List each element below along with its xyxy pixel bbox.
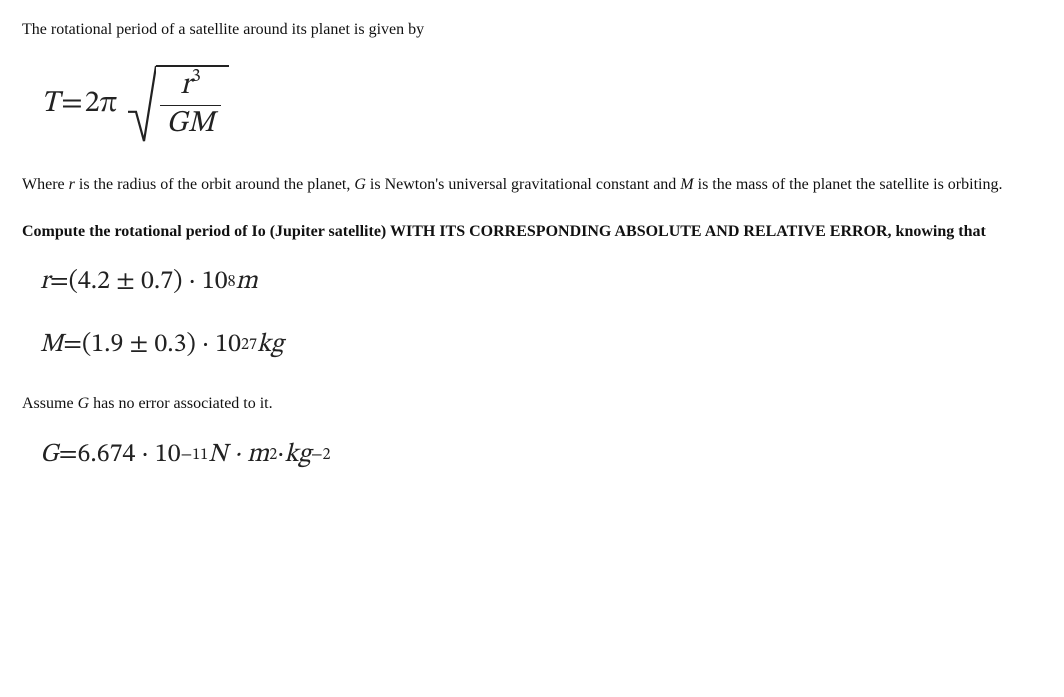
G-value: 6.674 · 10 [77, 439, 180, 472]
task-paragraph: Compute the rotational period of Io (Jup… [22, 220, 1042, 245]
intro-paragraph: The rotational period of a satellite aro… [22, 18, 1042, 43]
fraction-r3-over-GM: r3 GM [160, 69, 220, 141]
sqrt-expression: r3 GM [126, 65, 228, 143]
r-value-equation: r = (4.2 ± 0.7) · 108 m [40, 266, 1042, 299]
M-unit: kg [257, 329, 283, 362]
M-exponent: 27 [241, 335, 257, 355]
numerator-exponent: 3 [192, 68, 201, 86]
formula-equals: = [60, 85, 84, 123]
where-M-symbol: M [680, 176, 693, 193]
M-equals: = [63, 329, 82, 362]
G-symbol: G [40, 439, 59, 472]
r-exponent: 8 [228, 272, 236, 292]
G-unit-kg: kg [285, 439, 311, 472]
numerator-base: r [180, 71, 191, 101]
G-unit1-exponent: 2 [269, 445, 277, 465]
period-formula: T = 2π r3 GM [40, 65, 1042, 143]
G-value-equation: G = 6.674 · 10−11 N · m2 · kg−2 [40, 439, 1042, 472]
G-exponent: −11 [181, 445, 209, 465]
physics-problem-page: The rotational period of a satellite aro… [0, 0, 1064, 532]
fraction-denominator: GM [160, 109, 220, 141]
intro-text: The rotational period of a satellite aro… [22, 21, 424, 38]
assume-G-symbol: G [78, 395, 90, 412]
fraction-bar [160, 105, 220, 106]
G-equals: = [59, 439, 78, 472]
formula-lhs: T [40, 85, 60, 123]
r-equals: = [50, 266, 69, 299]
r-symbol: r [40, 266, 50, 299]
G-unit-N-m: N · m [208, 439, 269, 472]
M-value: (1.9 ± 0.3) · 10 [82, 329, 241, 362]
where-post: is the mass of the planet the satellite … [694, 176, 1003, 193]
G-unit2-exponent: −2 [311, 445, 331, 465]
where-mid2: is Newton's universal gravitational cons… [366, 176, 680, 193]
where-mid1: is the radius of the orbit around the pl… [75, 176, 354, 193]
r-unit: m [236, 266, 258, 299]
M-value-equation: M = (1.9 ± 0.3) · 1027 kg [40, 329, 1042, 362]
G-unit-dot: · [277, 439, 284, 472]
where-pre: Where [22, 176, 69, 193]
r-value: (4.2 ± 0.7) · 10 [69, 266, 228, 299]
where-paragraph: Where r is the radius of the orbit aroun… [22, 173, 1042, 198]
M-symbol: M [40, 329, 63, 362]
where-G-symbol: G [354, 176, 366, 193]
fraction-numerator: r3 [174, 69, 207, 103]
task-text: Compute the rotational period of Io (Jup… [22, 223, 986, 240]
radical-icon [126, 65, 156, 143]
formula-two-pi: 2π [84, 85, 119, 123]
radicand: r3 GM [156, 65, 228, 143]
assume-pre: Assume [22, 395, 78, 412]
assume-post: has no error associated to it. [89, 395, 273, 412]
assume-paragraph: Assume G has no error associated to it. [22, 392, 1042, 417]
